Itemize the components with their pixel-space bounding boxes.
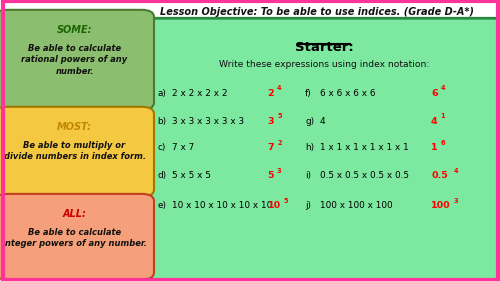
Text: e): e): [158, 201, 166, 210]
Text: j): j): [305, 201, 311, 210]
Text: 4: 4: [454, 168, 458, 174]
Text: 7: 7: [268, 143, 274, 152]
Text: 3 x 3 x 3 x 3 x 3: 3 x 3 x 3 x 3 x 3: [172, 117, 244, 126]
Text: 3: 3: [277, 168, 281, 174]
Bar: [105, 103, 124, 112]
Text: 2: 2: [277, 140, 281, 146]
Text: d): d): [158, 171, 166, 180]
Text: 3: 3: [454, 198, 458, 203]
Text: b): b): [158, 117, 166, 126]
Text: c): c): [158, 143, 166, 152]
Text: 1 x 1 x 1 x 1 x 1 x 1: 1 x 1 x 1 x 1 x 1 x 1: [320, 143, 409, 152]
Text: 10 x 10 x 10 x 10 x 10: 10 x 10 x 10 x 10 x 10: [172, 201, 273, 210]
Text: 4: 4: [277, 85, 281, 91]
Text: 4: 4: [431, 117, 438, 126]
Bar: [105, 10, 124, 20]
Text: 7 x 7: 7 x 7: [172, 143, 195, 152]
FancyBboxPatch shape: [0, 194, 154, 280]
Text: 5: 5: [268, 171, 274, 180]
Text: Write these expressions using index notation:: Write these expressions using index nota…: [219, 60, 429, 69]
Text: 1: 1: [440, 113, 445, 119]
Text: Lesson Objective: To be able to use indices. (Grade D-A*): Lesson Objective: To be able to use indi…: [160, 7, 474, 17]
Text: SOME:: SOME:: [57, 25, 92, 35]
Text: 6: 6: [431, 89, 438, 98]
Bar: [48, 11, 60, 278]
Text: 1: 1: [431, 143, 438, 152]
Bar: [42, 10, 62, 20]
Text: MOST:: MOST:: [57, 122, 92, 132]
Bar: [45, 109, 122, 121]
Text: Starter:: Starter:: [294, 41, 354, 54]
Text: 0.5: 0.5: [431, 171, 448, 180]
Text: 10: 10: [268, 201, 280, 210]
Text: 100 x 100 x 100: 100 x 100 x 100: [320, 201, 392, 210]
Text: i): i): [305, 171, 311, 180]
Text: ALL:: ALL:: [62, 209, 86, 219]
Text: 5: 5: [277, 113, 281, 119]
Text: Be able to calculate
integer powers of any number.: Be able to calculate integer powers of a…: [2, 228, 147, 248]
Text: f): f): [305, 89, 312, 98]
Text: a): a): [158, 89, 166, 98]
Text: 5 x 5 x 5: 5 x 5 x 5: [172, 171, 212, 180]
Bar: [108, 11, 120, 278]
Text: 2: 2: [268, 89, 274, 98]
Text: 4: 4: [320, 117, 326, 126]
Text: 6: 6: [440, 140, 445, 146]
Text: Be able to multiply or
divide numbers in index form.: Be able to multiply or divide numbers in…: [4, 140, 146, 161]
Text: 4: 4: [440, 85, 445, 91]
FancyBboxPatch shape: [0, 107, 154, 197]
Bar: [45, 196, 122, 208]
Text: Be able to calculate
rational powers of any
number.: Be able to calculate rational powers of …: [22, 44, 128, 76]
Bar: [42, 191, 62, 201]
Text: 100: 100: [431, 201, 450, 210]
FancyBboxPatch shape: [132, 18, 500, 281]
Bar: [42, 103, 62, 112]
Text: 5: 5: [284, 198, 288, 203]
FancyBboxPatch shape: [0, 10, 154, 110]
Text: 2 x 2 x 2 x 2: 2 x 2 x 2 x 2: [172, 89, 228, 98]
Bar: [105, 191, 124, 201]
Text: 3: 3: [268, 117, 274, 126]
Text: 0.5 x 0.5 x 0.5 x 0.5: 0.5 x 0.5 x 0.5 x 0.5: [320, 171, 409, 180]
Text: g): g): [305, 117, 314, 126]
Text: h): h): [305, 143, 314, 152]
Text: 6 x 6 x 6 x 6: 6 x 6 x 6 x 6: [320, 89, 376, 98]
